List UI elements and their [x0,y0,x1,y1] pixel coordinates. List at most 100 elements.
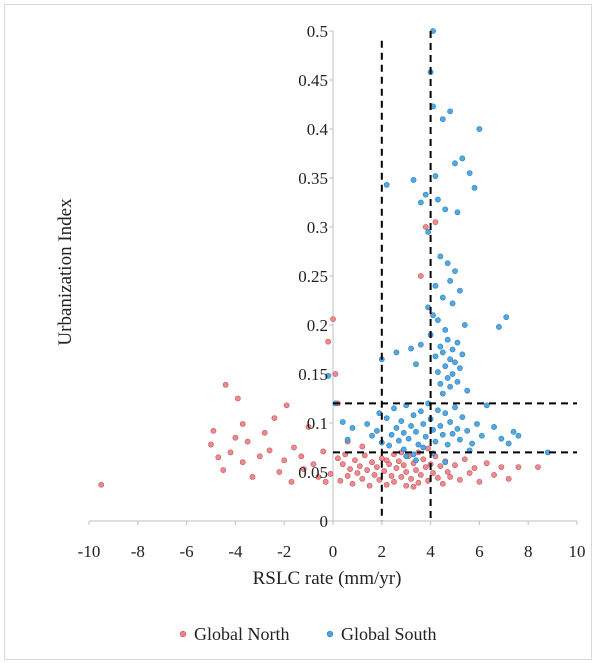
x-tick-label: -8 [131,542,145,561]
global-north-point [239,421,246,427]
global-south-point [454,209,461,216]
global-south-point [461,322,468,328]
y-tick-label: 0.3 [307,218,328,237]
global-south-point [456,365,463,372]
global-south-point [449,300,456,307]
global-north-point [395,458,402,465]
global-south-point [408,345,414,352]
global-south-point [442,363,449,370]
global-north-point [208,441,214,448]
legend-label-global-south: Global South [341,624,437,644]
global-south-point [439,431,446,438]
x-tick-label: 0 [329,542,338,561]
y-tick-label: 0.2 [307,316,328,335]
global-south-point [449,371,456,377]
global-south-point [422,433,429,440]
global-north-point [325,338,332,345]
global-south-point [469,440,475,447]
global-north-point [315,473,322,480]
x-tick-label: 8 [524,542,533,561]
global-south-point [435,407,441,414]
global-south-point [447,277,454,284]
global-south-point [447,419,454,425]
global-north-point [456,476,463,483]
global-north-point [283,402,290,409]
global-south-point [344,436,351,443]
x-tick-label: 10 [569,542,586,561]
global-south-point [444,375,451,381]
y-tick-label: 0.25 [298,267,328,286]
global-south-point [454,425,461,432]
global-south-point [459,414,466,421]
global-south-point [474,421,480,427]
y-tick-label: 0.5 [307,22,328,41]
global-south-point [447,108,454,115]
global-south-point [425,228,432,235]
global-south-point [442,326,449,333]
y-tick-label: 0.05 [298,463,328,482]
global-south-point [405,435,412,442]
global-north-point [376,476,383,483]
global-north-point [422,464,429,470]
global-south-point [383,181,390,188]
global-north-point [220,467,227,473]
global-south-point [442,459,449,466]
global-south-point [444,441,451,448]
x-tick-label: -2 [277,542,291,561]
global-south-point [449,430,456,437]
global-south-point [444,260,451,267]
global-north-point [444,469,451,475]
global-south-point [400,429,407,436]
global-south-point [452,359,458,366]
global-south-point [442,206,449,213]
y-tick-label: 0 [320,512,329,531]
global-north-point [425,445,432,452]
global-north-point [498,464,505,470]
global-south-point [415,441,422,448]
global-north-point [391,478,397,485]
global-north-point [476,478,483,485]
global-south-point [498,435,505,442]
global-south-point [339,419,346,425]
x-tick-label: 6 [475,542,484,561]
global-north-point [535,464,541,470]
global-north-point [461,456,468,463]
global-south-point [439,349,446,356]
global-north-point [244,438,251,445]
global-south-point [410,412,417,419]
global-north-point [291,444,297,451]
legend-label-global-north: Global North [194,624,289,644]
global-north-point [466,470,473,476]
global-north-point [388,473,395,479]
global-north-point [344,473,351,479]
x-tick-label: -6 [180,542,194,561]
global-south-point [439,294,446,301]
global-north-point [374,464,380,470]
global-south-point [449,346,456,353]
global-north-point [381,468,388,474]
global-south-point [435,317,441,323]
global-north-point [298,453,305,460]
global-north-point [359,443,366,450]
global-south-point [505,440,512,447]
global-south-point [432,353,439,360]
legend-marker-global-north [179,630,187,638]
global-north-point [337,477,344,484]
global-north-point [417,472,424,478]
global-north-point [356,463,363,470]
global-south-point [454,378,461,385]
global-north-point [227,449,234,456]
global-north-point [403,469,410,475]
global-north-point [410,483,417,490]
global-south-point [420,444,427,451]
y-tick-label: 0.35 [298,169,328,188]
global-south-point [456,436,463,443]
global-north-point [515,464,522,470]
global-north-point [393,465,400,471]
global-south-point [515,432,522,439]
global-south-point [437,253,444,260]
x-tick-label: -10 [78,542,101,561]
global-south-point [420,421,427,427]
global-north-point [330,316,336,323]
global-south-point [364,421,371,427]
